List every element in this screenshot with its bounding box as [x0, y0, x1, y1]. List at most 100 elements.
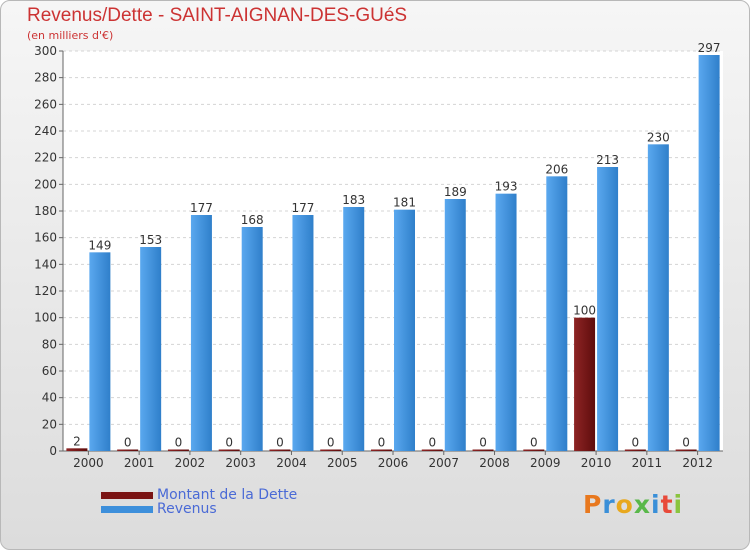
data-label-revenue: 177 [190, 201, 213, 215]
x-tick-label: 2005 [327, 456, 358, 470]
data-label-debt: 0 [530, 436, 538, 450]
bar-debt [167, 449, 189, 451]
bar-debt [320, 449, 342, 451]
y-tick-label: 260 [34, 97, 57, 111]
y-tick-label: 160 [34, 231, 57, 245]
bar-debt [117, 449, 139, 451]
data-label-debt: 0 [225, 436, 233, 450]
bar-debt [523, 449, 545, 451]
bar-revenue [140, 247, 162, 451]
logo-letter: r [602, 490, 616, 519]
y-tick-label: 200 [34, 177, 57, 191]
x-tick-label: 2004 [276, 456, 307, 470]
data-label-debt: 0 [124, 436, 132, 450]
bar-revenue [190, 215, 212, 451]
data-label-debt: 0 [327, 436, 335, 450]
x-tick-label: 2009 [530, 456, 561, 470]
y-tick-label: 240 [34, 124, 57, 138]
chart-title: Revenus/Dette - SAINT-AIGNAN-DES-GUéS [27, 5, 408, 26]
data-label-revenue: 189 [444, 185, 467, 199]
data-label-revenue: 206 [545, 162, 568, 176]
bar-revenue [495, 193, 517, 451]
x-tick-label: 2012 [682, 456, 713, 470]
data-label-revenue: 168 [241, 213, 264, 227]
bar-revenue [394, 209, 415, 451]
bar-debt [675, 449, 697, 451]
data-label-debt: 0 [682, 436, 690, 450]
y-tick-label: 140 [34, 257, 57, 271]
legend-label-debt: Montant de la Dette [157, 487, 298, 503]
x-tick-label: 2006 [378, 456, 409, 470]
bar-revenue [292, 215, 314, 451]
bar-revenue [343, 207, 365, 451]
bar-debt [218, 449, 240, 451]
data-label-debt: 0 [428, 436, 436, 450]
plot-area [63, 51, 723, 451]
x-tick-label: 2010 [581, 456, 612, 470]
data-label-revenue: 183 [342, 193, 365, 207]
x-tick-label: 2001 [124, 456, 155, 470]
y-tick-label: 40 [42, 391, 57, 405]
y-tick-label: 100 [34, 311, 57, 325]
legend-swatch-revenue [101, 505, 153, 513]
legend-label-revenue: Revenus [157, 501, 217, 517]
data-label-debt: 100 [573, 304, 596, 318]
data-label-revenue: 213 [596, 153, 619, 167]
bar-debt [371, 449, 392, 451]
bar-debt [421, 449, 443, 451]
bar-debt [66, 448, 88, 451]
bar-revenue [546, 176, 568, 452]
data-label-revenue: 153 [139, 233, 162, 247]
data-label-debt: 0 [632, 436, 640, 450]
bar-debt [472, 449, 494, 451]
y-tick-label: 180 [34, 204, 57, 218]
y-tick-label: 20 [42, 417, 57, 431]
x-tick-label: 2003 [225, 456, 256, 470]
y-tick-label: 220 [34, 151, 57, 165]
x-tick-label: 2000 [73, 456, 104, 470]
x-tick-label: 2002 [175, 456, 206, 470]
logo-letter: t [660, 490, 674, 519]
bar-debt [624, 449, 646, 451]
x-tick-label: 2008 [479, 456, 510, 470]
bar-revenue [89, 252, 111, 451]
logo-letter: P [583, 490, 603, 519]
x-tick-label: 2007 [428, 456, 459, 470]
logo-letter: o [615, 490, 634, 519]
logo-letter: i [673, 490, 684, 519]
bar-revenue [597, 167, 619, 451]
legend-item-debt: Montant de la Dette [101, 487, 297, 503]
y-tick-label: 80 [42, 337, 57, 351]
data-label-revenue: 230 [647, 130, 670, 144]
data-label-debt: 0 [378, 436, 386, 450]
y-tick-label: 0 [49, 444, 57, 458]
bar-debt [574, 317, 596, 451]
data-label-revenue: 193 [495, 180, 518, 194]
data-label-debt: 0 [276, 436, 284, 450]
data-label-revenue: 177 [292, 201, 315, 215]
data-label-revenue: 181 [393, 196, 416, 210]
y-tick-label: 300 [34, 44, 57, 58]
legend-item-revenue: Revenus [101, 501, 217, 517]
bar-revenue [698, 55, 720, 451]
data-label-debt: 0 [175, 436, 183, 450]
chart-subtitle: (en milliers d'€) [27, 29, 114, 42]
logo-letter: i [651, 490, 661, 519]
logo-letter: x [633, 490, 651, 519]
y-tick-label: 120 [34, 284, 57, 298]
bar-debt [269, 449, 291, 451]
x-tick-label: 2011 [632, 456, 663, 470]
y-tick-label: 60 [42, 364, 57, 378]
legend-swatch-debt [101, 491, 153, 499]
data-label-revenue: 297 [698, 41, 721, 55]
data-label-debt: 0 [479, 436, 487, 450]
proxiti-logo: Proxiti [583, 490, 683, 519]
data-label-debt: 2 [73, 434, 81, 448]
bar-revenue [647, 144, 669, 452]
bar-revenue [241, 227, 263, 451]
bar-revenue [444, 199, 466, 451]
y-tick-label: 280 [34, 71, 57, 85]
data-label-revenue: 149 [88, 238, 111, 252]
